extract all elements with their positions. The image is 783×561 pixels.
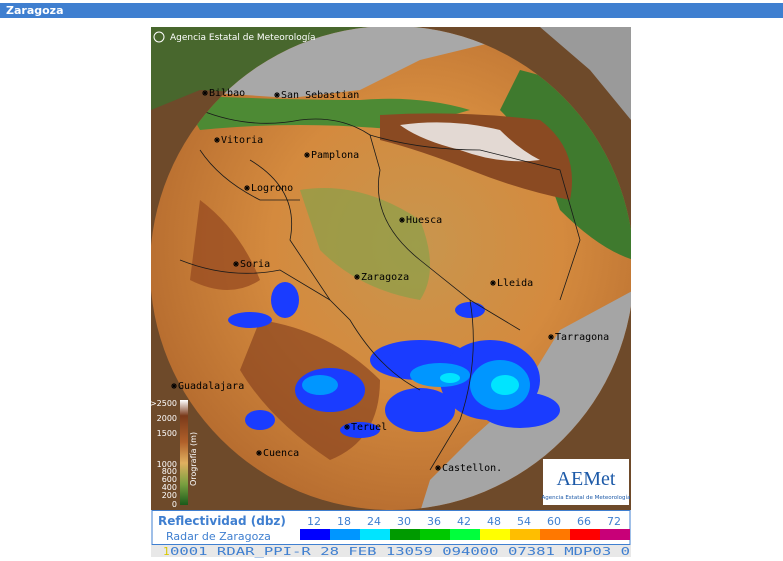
- legend-level-label: 66: [577, 515, 591, 528]
- city-marker: [171, 383, 177, 389]
- city-labels: Bilbao San Sebastian Vitoria Pamplona Logron…: [171, 88, 609, 474]
- legend-level-label: 18: [337, 515, 351, 528]
- city-label: Logrono: [251, 183, 293, 194]
- legend-swatch: [540, 529, 570, 540]
- legend-swatch: [420, 529, 450, 540]
- orography-label: 2000: [157, 414, 177, 423]
- legend-level-label: 42: [457, 515, 471, 528]
- legend-swatch: [480, 529, 510, 540]
- city-marker: [354, 274, 360, 280]
- city-marker: [435, 465, 441, 471]
- legend-swatch: [450, 529, 480, 540]
- status-bar: [151, 545, 631, 557]
- radar-map: [151, 27, 631, 510]
- header-title: Zaragoza: [6, 4, 64, 17]
- legend-level-label: 60: [547, 515, 561, 528]
- city-marker: [399, 217, 405, 223]
- legend-title: Reflectividad (dbz): [158, 514, 286, 528]
- legend-level-label: 12: [307, 515, 321, 528]
- orography-label: 1000: [157, 460, 177, 469]
- status-marker: 1: [163, 545, 170, 558]
- city-label: Lleida: [497, 278, 533, 289]
- legend-swatch: [360, 529, 390, 540]
- city-marker: [244, 185, 250, 191]
- orography-title: Orografía (m): [189, 432, 198, 486]
- city-label: San Sebastian: [281, 90, 359, 101]
- orography-label: 800: [162, 467, 177, 476]
- header-bar: [0, 3, 783, 18]
- legend-swatch: [300, 529, 330, 540]
- orography-label: 0: [172, 500, 177, 509]
- copyright-icon: [153, 31, 165, 43]
- city-marker: [344, 424, 350, 430]
- orography-label: 600: [162, 475, 177, 484]
- legend-level-label: 30: [397, 515, 411, 528]
- city-label: Soria: [240, 259, 270, 270]
- city-label: Tarragona: [555, 332, 609, 343]
- orography-label: 200: [162, 491, 177, 500]
- city-marker: [274, 92, 280, 98]
- city-marker: [490, 280, 496, 286]
- city-label: Pamplona: [311, 150, 359, 161]
- orography-label: >2500: [150, 399, 177, 408]
- city-label: Zaragoza: [361, 272, 409, 283]
- legend-swatch: [600, 529, 630, 540]
- logo-subtitle: Agencia Estatal de Meteorología: [542, 494, 631, 501]
- logo-name: AEMet: [557, 468, 616, 490]
- legend-level-label: 48: [487, 515, 501, 528]
- orography-label: 1500: [157, 429, 177, 438]
- legend-level-label: 36: [427, 515, 441, 528]
- orography-label: 400: [162, 483, 177, 492]
- city-label: Vitoria: [221, 135, 263, 146]
- city-marker: [214, 137, 220, 143]
- orography-scale: [180, 400, 188, 505]
- city-label: Bilbao: [209, 88, 245, 99]
- city-label: Guadalajara: [178, 381, 244, 392]
- city-marker: [304, 152, 310, 158]
- legend-level-label: 24: [367, 515, 381, 528]
- city-label: Cuenca: [263, 448, 299, 459]
- legend-level-label: 54: [517, 515, 531, 528]
- map-credit: Agencia Estatal de Meteorología: [170, 33, 316, 43]
- legend-subtitle: Radar de Zaragoza: [166, 530, 271, 543]
- legend-levels: 12 18 24 30 36 42 48 54 60 66 72: [300, 515, 630, 540]
- logo-box: [543, 459, 629, 505]
- legend-level-label: 72: [607, 515, 621, 528]
- city-marker: [233, 261, 239, 267]
- city-marker: [202, 90, 208, 96]
- legend-swatch: [510, 529, 540, 540]
- city-marker: [548, 334, 554, 340]
- legend-swatch: [390, 529, 420, 540]
- city-label: Huesca: [406, 215, 442, 226]
- status-text: 0001 RDAR_PPI-R 28 FEB 13059 094000 0738…: [170, 545, 630, 558]
- city-label: Teruel: [351, 422, 387, 433]
- city-label: Castellon.: [442, 463, 502, 474]
- city-marker: [256, 450, 262, 456]
- legend-swatch: [330, 529, 360, 540]
- legend-swatch: [570, 529, 600, 540]
